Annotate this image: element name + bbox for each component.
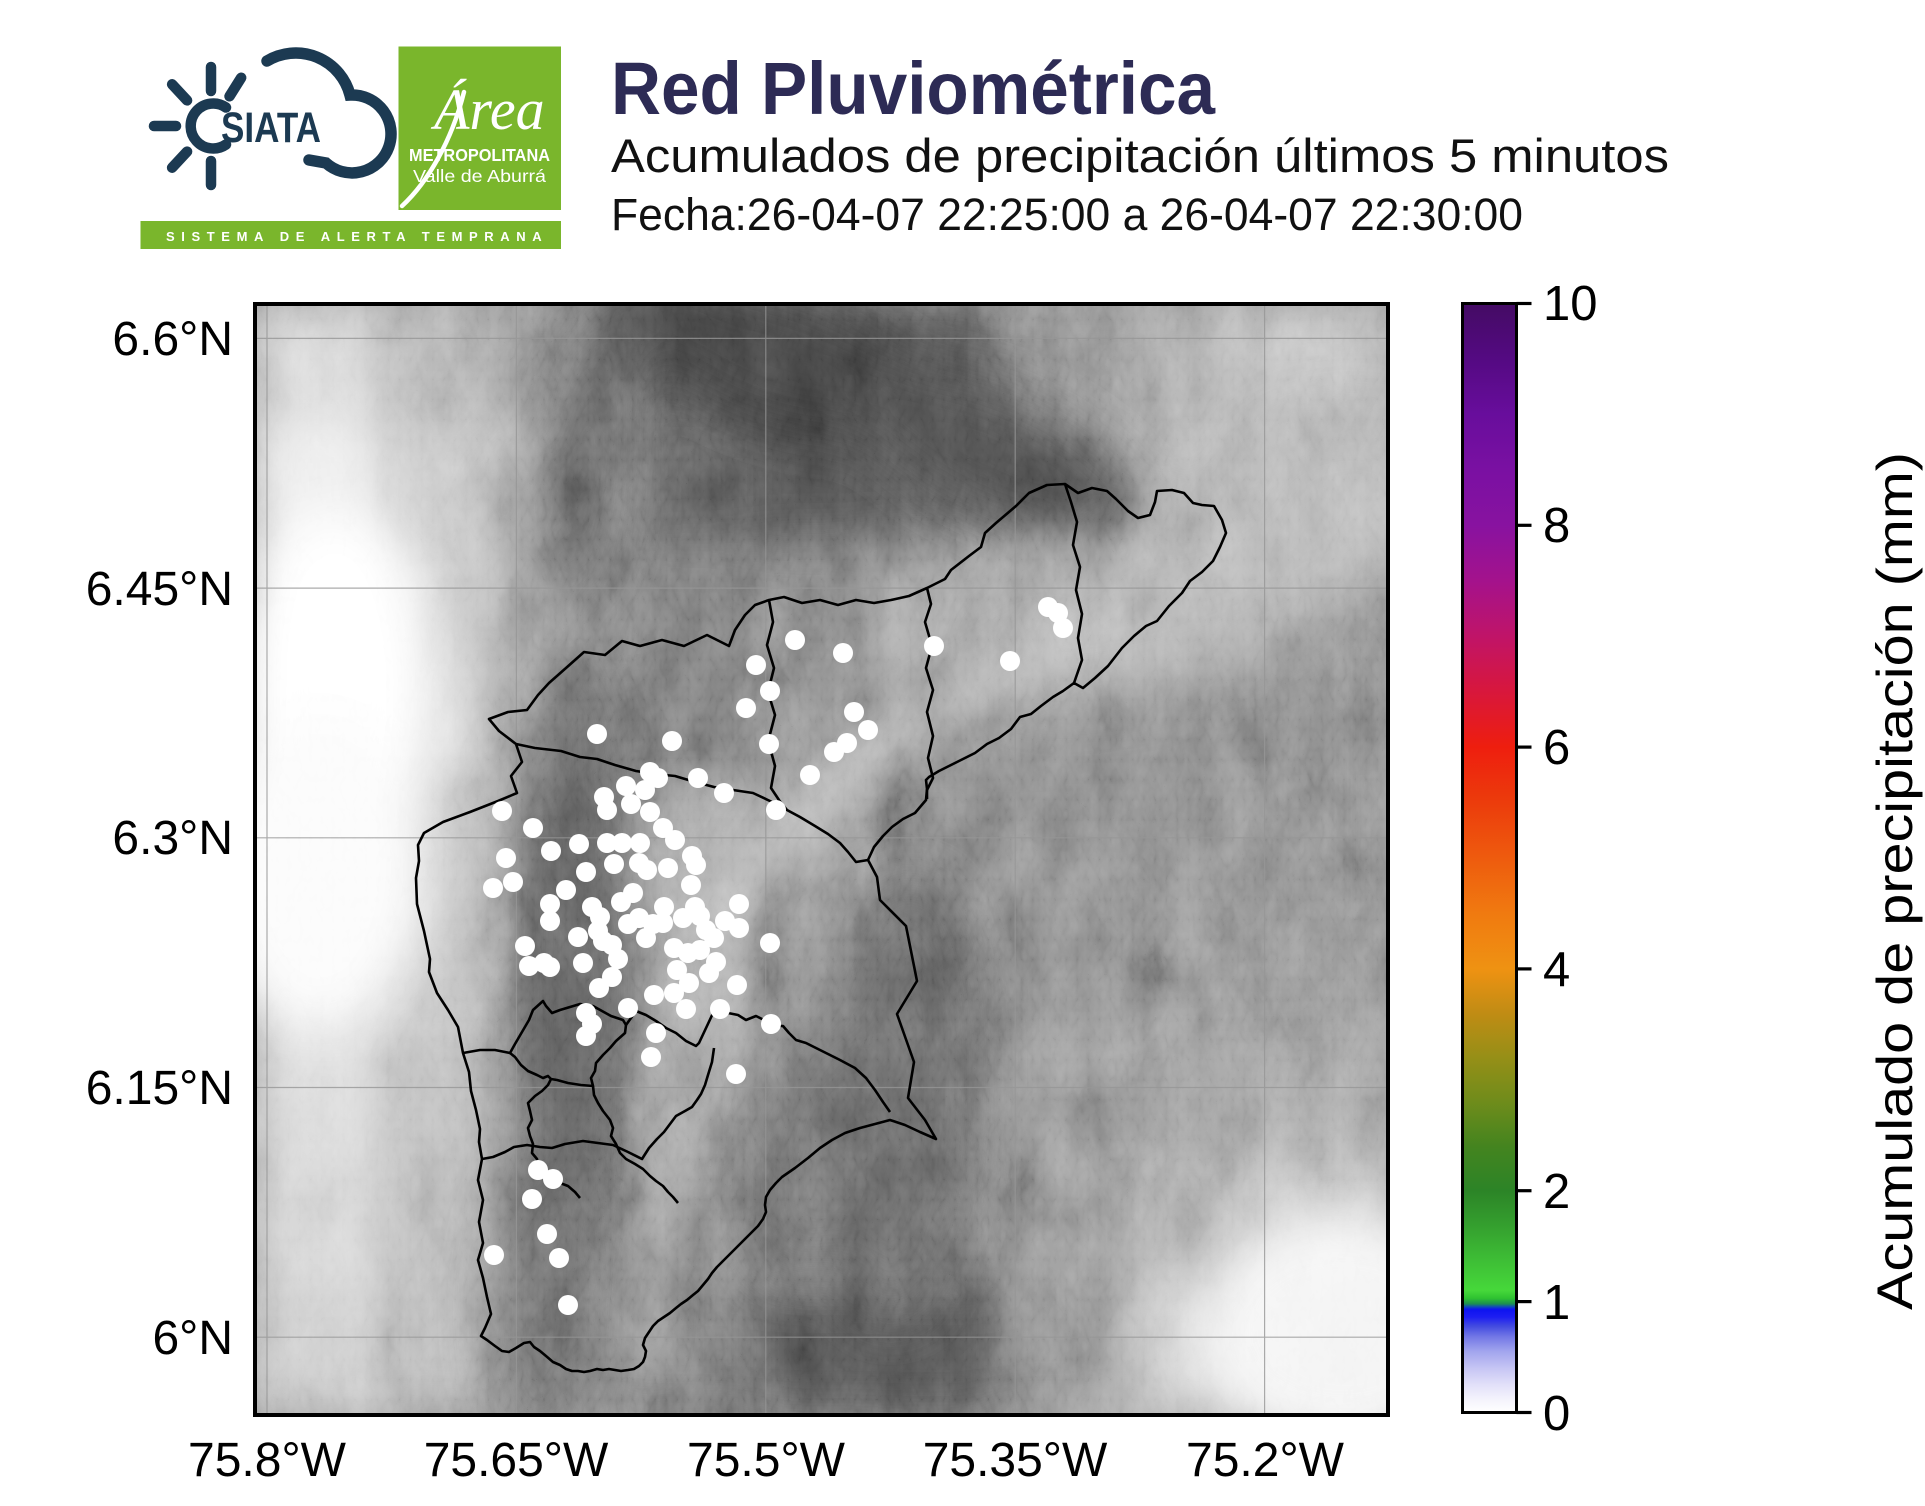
svg-text:1: 1: [1543, 1276, 1570, 1330]
svg-text:2: 2: [1543, 1165, 1570, 1219]
svg-text:75.2°W: 75.2°W: [1186, 1434, 1345, 1487]
svg-text:6.3°N: 6.3°N: [112, 812, 233, 865]
svg-text:10: 10: [1543, 277, 1598, 331]
svg-text:75.65°W: 75.65°W: [424, 1434, 609, 1487]
svg-text:Acumulados de precipitación úl: Acumulados de precipitación últimos 5 mi…: [611, 129, 1669, 182]
svg-text:75.8°W: 75.8°W: [188, 1434, 347, 1487]
svg-text:6.15°N: 6.15°N: [86, 1062, 233, 1115]
svg-text:6°N: 6°N: [152, 1312, 233, 1365]
svg-text:Fecha:26-04-07 22:25:00 a 26-0: Fecha:26-04-07 22:25:00 a 26-04-07 22:30…: [611, 189, 1523, 240]
svg-text:Valle de Aburrá: Valle de Aburrá: [413, 166, 546, 186]
svg-text:75.35°W: 75.35°W: [923, 1434, 1108, 1487]
svg-text:METROPOLITANA: METROPOLITANA: [409, 145, 550, 165]
svg-text:Acumulado de precipitación (mm: Acumulado de precipitación (mm): [1867, 452, 1923, 1310]
svg-text:SISTEMA DE ALERTA TEMPRANA: SISTEMA DE ALERTA TEMPRANA: [166, 229, 548, 244]
svg-text:6.6°N: 6.6°N: [112, 313, 233, 366]
svg-text:6.45°N: 6.45°N: [86, 563, 233, 616]
svg-text:8: 8: [1543, 499, 1570, 553]
svg-text:6: 6: [1543, 721, 1570, 775]
svg-text:0: 0: [1543, 1387, 1570, 1441]
svg-text:Área: Área: [430, 77, 545, 142]
svg-text:SIATA: SIATA: [221, 104, 321, 152]
svg-text:Red Pluviométrica: Red Pluviométrica: [611, 47, 1216, 130]
svg-text:75.5°W: 75.5°W: [687, 1434, 846, 1487]
svg-text:4: 4: [1543, 943, 1570, 997]
